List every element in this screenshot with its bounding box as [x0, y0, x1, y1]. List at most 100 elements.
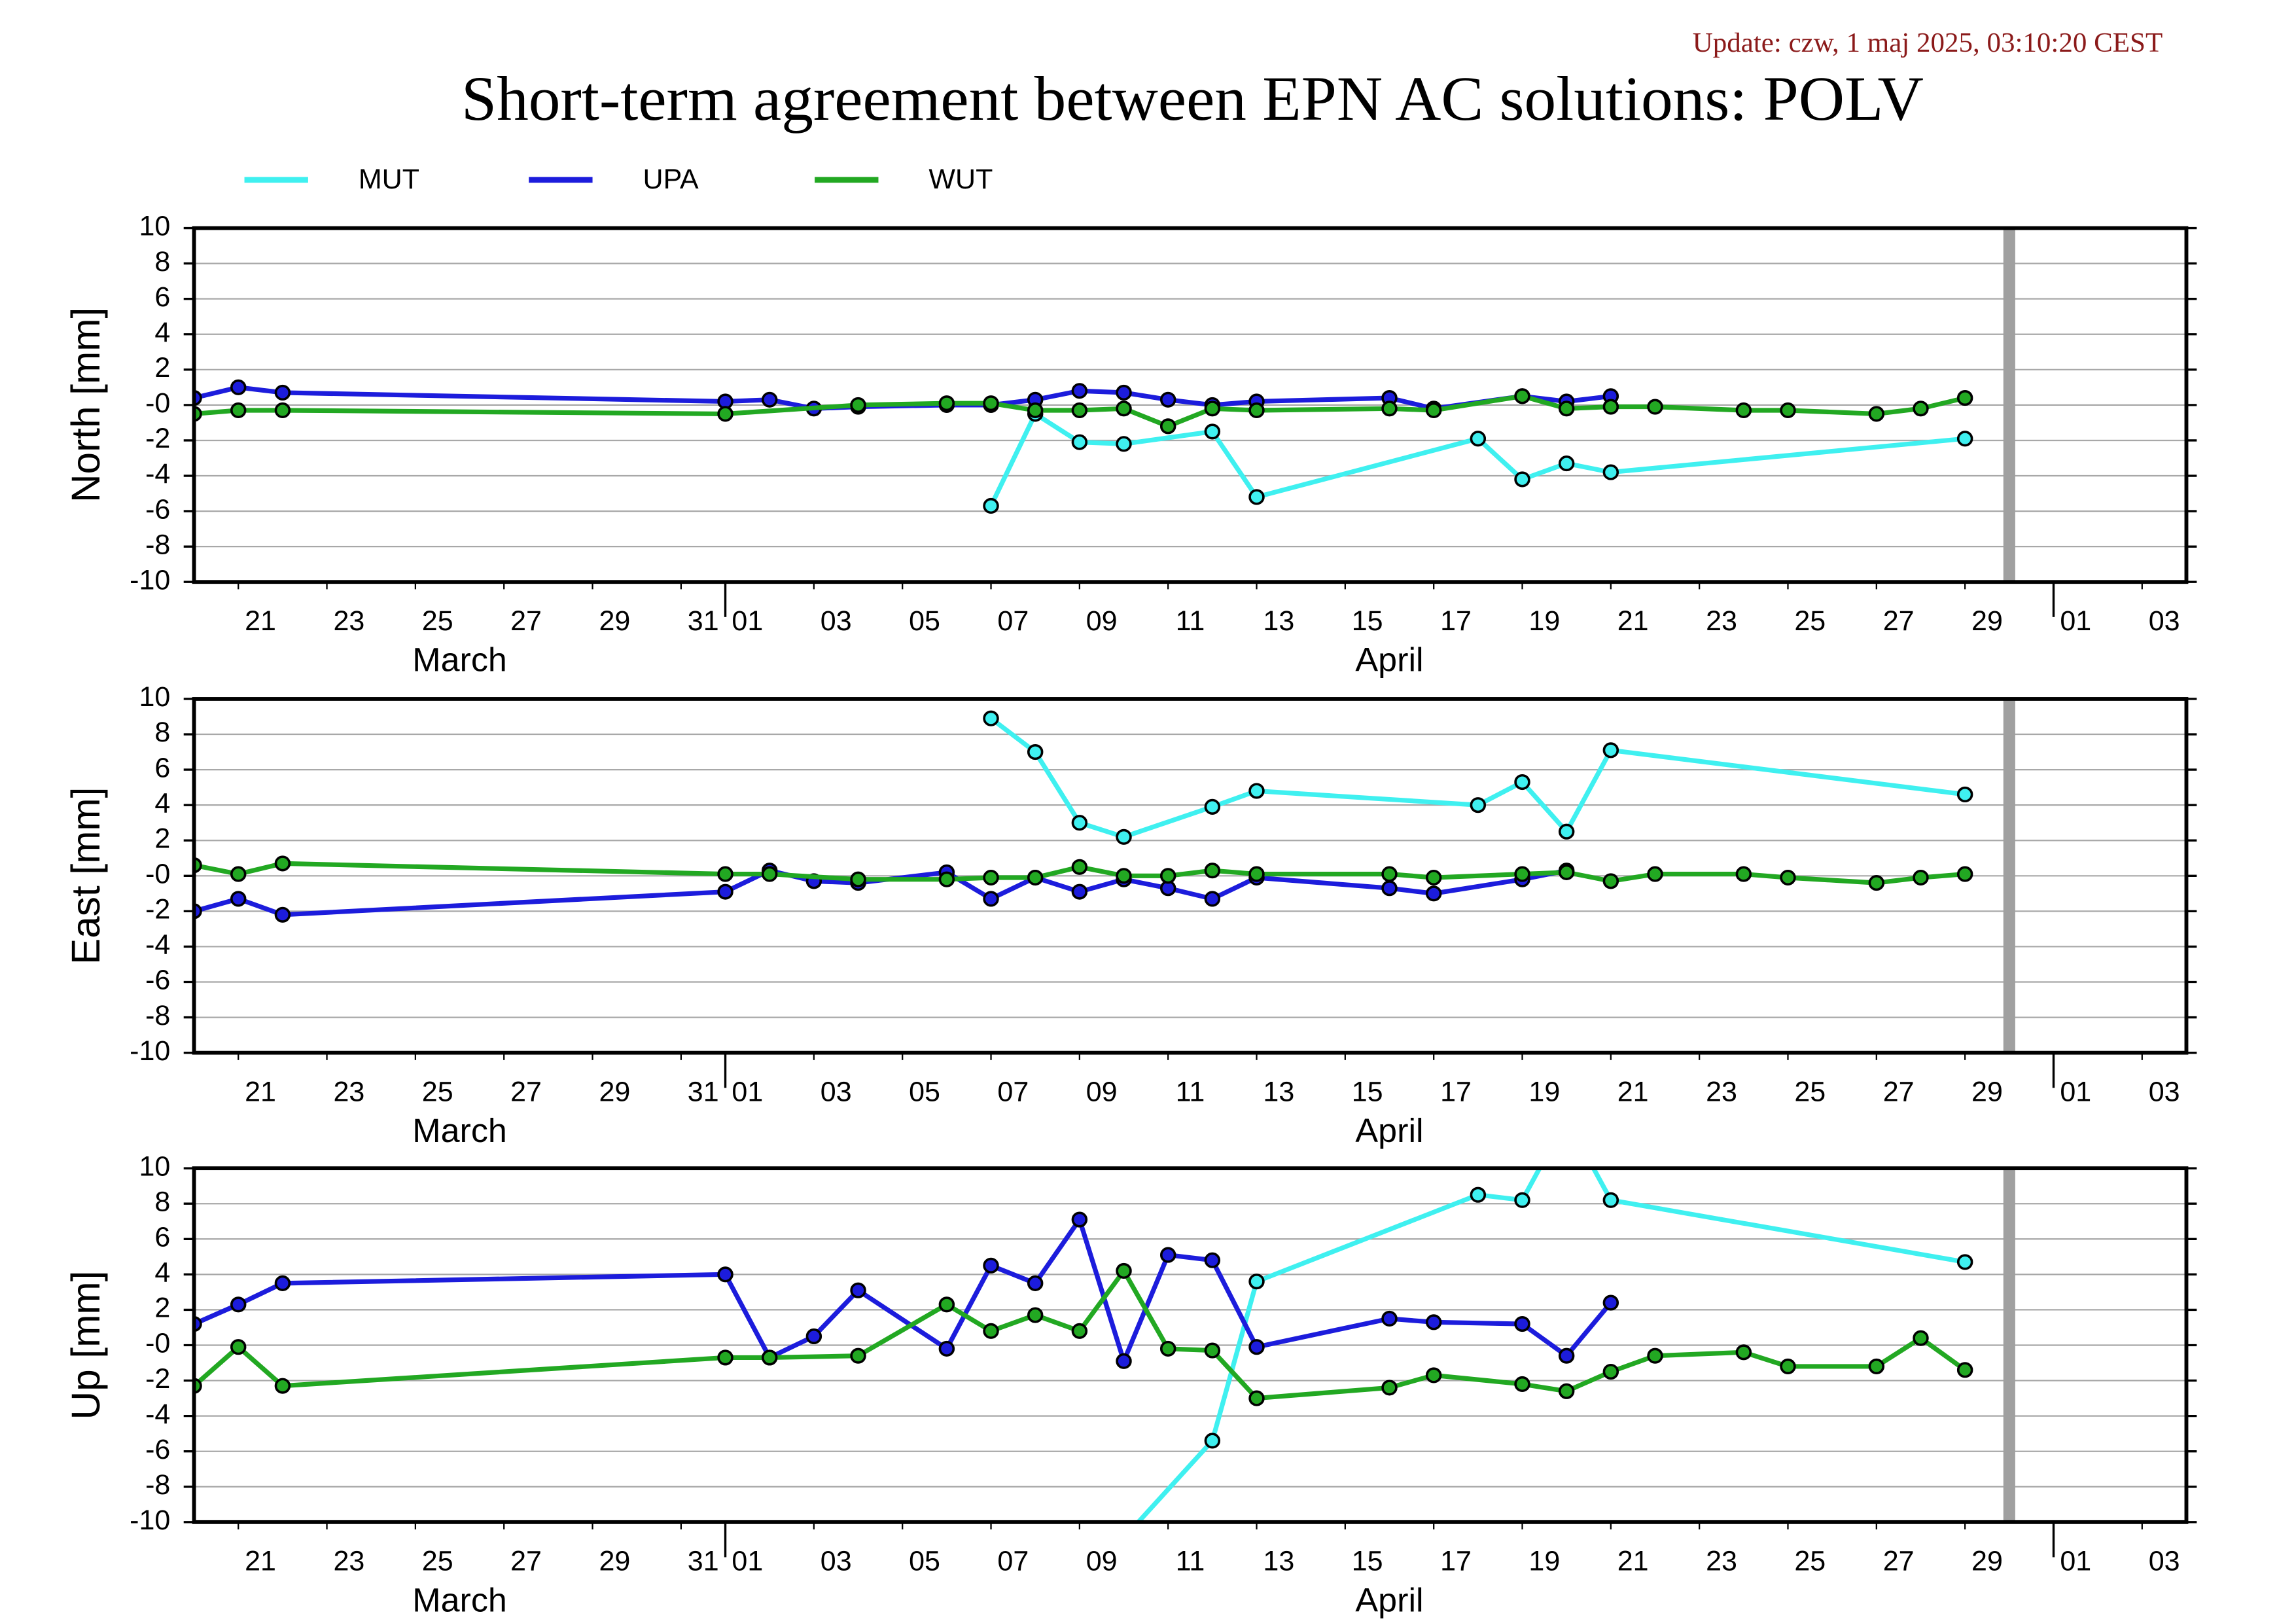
data-point: [1159, 391, 1176, 408]
data-point: [1780, 869, 1796, 886]
data-point: [1558, 401, 1575, 417]
data-point: [1956, 786, 1973, 803]
month-label: March: [412, 1581, 507, 1619]
x-tick-label: 13: [1263, 605, 1294, 637]
data-point: [230, 1296, 247, 1313]
data-point: [1116, 384, 1132, 401]
data-point: [1117, 1531, 1131, 1545]
x-tick-label: 03: [2149, 1077, 2180, 1108]
x-tick-label: 01: [2060, 1077, 2091, 1108]
x-tick-label: 01: [2060, 605, 2091, 637]
y-tick-label: -2: [145, 894, 170, 925]
data-point: [274, 855, 291, 872]
x-tick-label: 03: [2149, 605, 2180, 637]
data-point: [1116, 1262, 1132, 1279]
data-point: [1913, 401, 1929, 417]
data-point: [1248, 783, 1265, 799]
data-point: [1514, 471, 1530, 488]
data-point: [230, 402, 247, 419]
data-point: [1735, 866, 1752, 882]
data-point: [1602, 873, 1619, 889]
x-tick-label: 31: [688, 1077, 719, 1108]
panel: -10 -8 -6 -4 -2 -0 2 4 6 810 21 23 25 27 29 31 01 03 05 07 0…: [63, 1112, 2197, 1619]
data-point: [1204, 1252, 1221, 1268]
x-tick-label: 25: [1794, 1077, 1826, 1108]
x-tick-label: 21: [245, 605, 276, 637]
x-tick-label: 29: [1971, 605, 2003, 637]
x-tick-label: 09: [1086, 605, 1118, 637]
data-point: [1027, 1307, 1044, 1323]
x-tick-label: 27: [510, 605, 542, 637]
x-tick-label: 03: [821, 605, 852, 637]
data-point: [1204, 1433, 1221, 1449]
x-tick-label: 21: [245, 1546, 276, 1577]
data-point: [1159, 1340, 1176, 1357]
data-point: [983, 869, 999, 886]
data-point: [1558, 1383, 1575, 1399]
x-tick-label: 01: [2060, 1546, 2091, 1577]
data-point: [1514, 1192, 1530, 1208]
data-point: [1381, 401, 1398, 417]
x-tick-label: 03: [821, 1077, 852, 1108]
data-point: [230, 379, 247, 395]
data-point: [1116, 436, 1132, 452]
y-tick-label: -4: [145, 1399, 170, 1430]
data-point: [1560, 1112, 1574, 1126]
x-tick-label: 11: [1176, 1077, 1205, 1108]
data-point: [1735, 402, 1752, 419]
y-tick-label: 4: [154, 317, 170, 348]
y-tick-label: -8: [145, 1469, 170, 1501]
data-point: [1381, 866, 1398, 882]
data-point: [1425, 1367, 1442, 1383]
y-tick-label: -0: [145, 1328, 170, 1359]
series: [194, 1262, 1973, 1406]
x-tick-label: 27: [510, 1546, 542, 1577]
x-tick-label: 07: [997, 1077, 1029, 1108]
month-label: April: [1355, 1581, 1423, 1619]
data-point: [761, 391, 778, 408]
x-tick-label: 21: [245, 1077, 276, 1108]
data-point: [938, 1296, 955, 1313]
data-point: [1204, 891, 1221, 907]
y-tick-label: -6: [145, 965, 170, 996]
y-tick-label: 10: [139, 211, 171, 242]
data-point: [983, 395, 999, 412]
x-tick-label: 11: [1176, 1546, 1205, 1577]
data-point: [1248, 489, 1265, 505]
month-label: April: [1355, 641, 1423, 679]
series: [194, 855, 1973, 891]
data-point: [1868, 875, 1885, 891]
data-point: [1248, 1274, 1265, 1290]
data-point: [1514, 1376, 1530, 1393]
legend-label: WUT: [928, 164, 993, 196]
y-axis-label: East [mm]: [63, 787, 108, 965]
x-tick-label: 05: [909, 605, 940, 637]
x-tick-label: 01: [732, 605, 763, 637]
y-tick-label: -10: [130, 565, 170, 596]
data-point: [1071, 859, 1088, 875]
y-tick-label: -4: [145, 929, 170, 961]
data-point: [1071, 815, 1088, 831]
data-point: [1425, 1314, 1442, 1330]
data-point: [717, 866, 733, 882]
data-point: [1868, 1358, 1885, 1375]
x-tick-label: 29: [599, 1077, 630, 1108]
data-point: [717, 1266, 733, 1283]
data-point: [1381, 1310, 1398, 1327]
y-tick-label: 8: [154, 1186, 170, 1218]
data-point: [983, 1257, 999, 1274]
x-tick-label: 17: [1440, 605, 1472, 637]
x-tick-label: 13: [1263, 1077, 1294, 1108]
x-tick-label: 21: [1617, 1077, 1649, 1108]
data-point: [1470, 1186, 1487, 1203]
x-tick-label: 11: [1176, 605, 1205, 637]
data-point: [850, 1347, 866, 1364]
data-point: [1204, 401, 1221, 417]
data-point: [1647, 399, 1663, 415]
x-tick-label: 23: [333, 1077, 364, 1108]
chart-title: Short-term agreement between EPN AC solu…: [461, 63, 1924, 133]
y-tick-label: -6: [145, 494, 170, 526]
y-tick-label: 10: [139, 1151, 171, 1183]
y-tick-label: -4: [145, 458, 170, 490]
month-label: March: [412, 1111, 507, 1149]
